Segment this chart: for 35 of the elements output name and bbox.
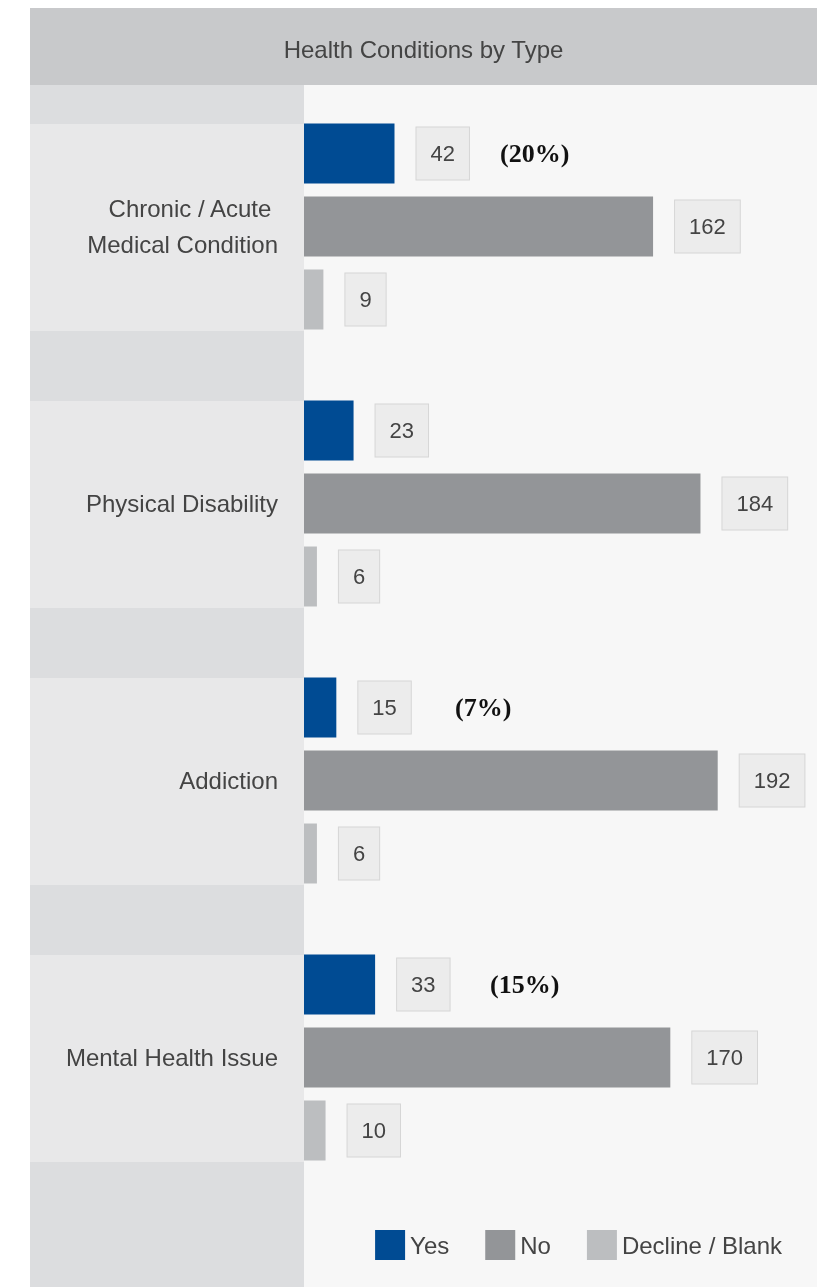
data-label: 23 [389, 418, 415, 443]
y-tick-label: Physical Disability [85, 490, 278, 517]
data-label: 192 [753, 768, 791, 793]
legend-label: Decline / Blank [621, 1231, 783, 1259]
text: Health Conditions by Type [283, 35, 564, 63]
bar [304, 196, 654, 257]
y-tick-label: Mental Health Issue [65, 1044, 278, 1071]
bar [304, 473, 701, 534]
y-tick-label: Addiction [179, 767, 278, 794]
bar [304, 677, 337, 738]
bar [304, 546, 317, 607]
data-label: 184 [736, 491, 774, 516]
data-label: 42 [430, 141, 455, 166]
bar [304, 123, 395, 184]
bar [304, 400, 354, 461]
data-label: 9 [359, 287, 372, 312]
annotation: (15%) [490, 970, 560, 999]
data-label: 15 [372, 695, 397, 720]
data-label: 6 [352, 564, 366, 589]
y-tick-label: Chronic / Acute Medical Condition [87, 195, 278, 258]
bar [304, 1100, 326, 1161]
data-label: 162 [689, 214, 726, 239]
data-label: 6 [352, 841, 366, 866]
annotation: (7%) [455, 693, 512, 722]
bar [304, 823, 317, 884]
legend-label: No [520, 1231, 551, 1259]
data-label: 10 [361, 1118, 387, 1143]
bar [304, 269, 324, 330]
bar [304, 1027, 671, 1088]
bar [304, 954, 376, 1015]
data-label: 170 [706, 1045, 744, 1070]
bar [304, 750, 718, 811]
data-label: 33 [411, 972, 436, 997]
annotation: (20%) [500, 139, 570, 168]
legend-label: Yes [410, 1231, 450, 1259]
